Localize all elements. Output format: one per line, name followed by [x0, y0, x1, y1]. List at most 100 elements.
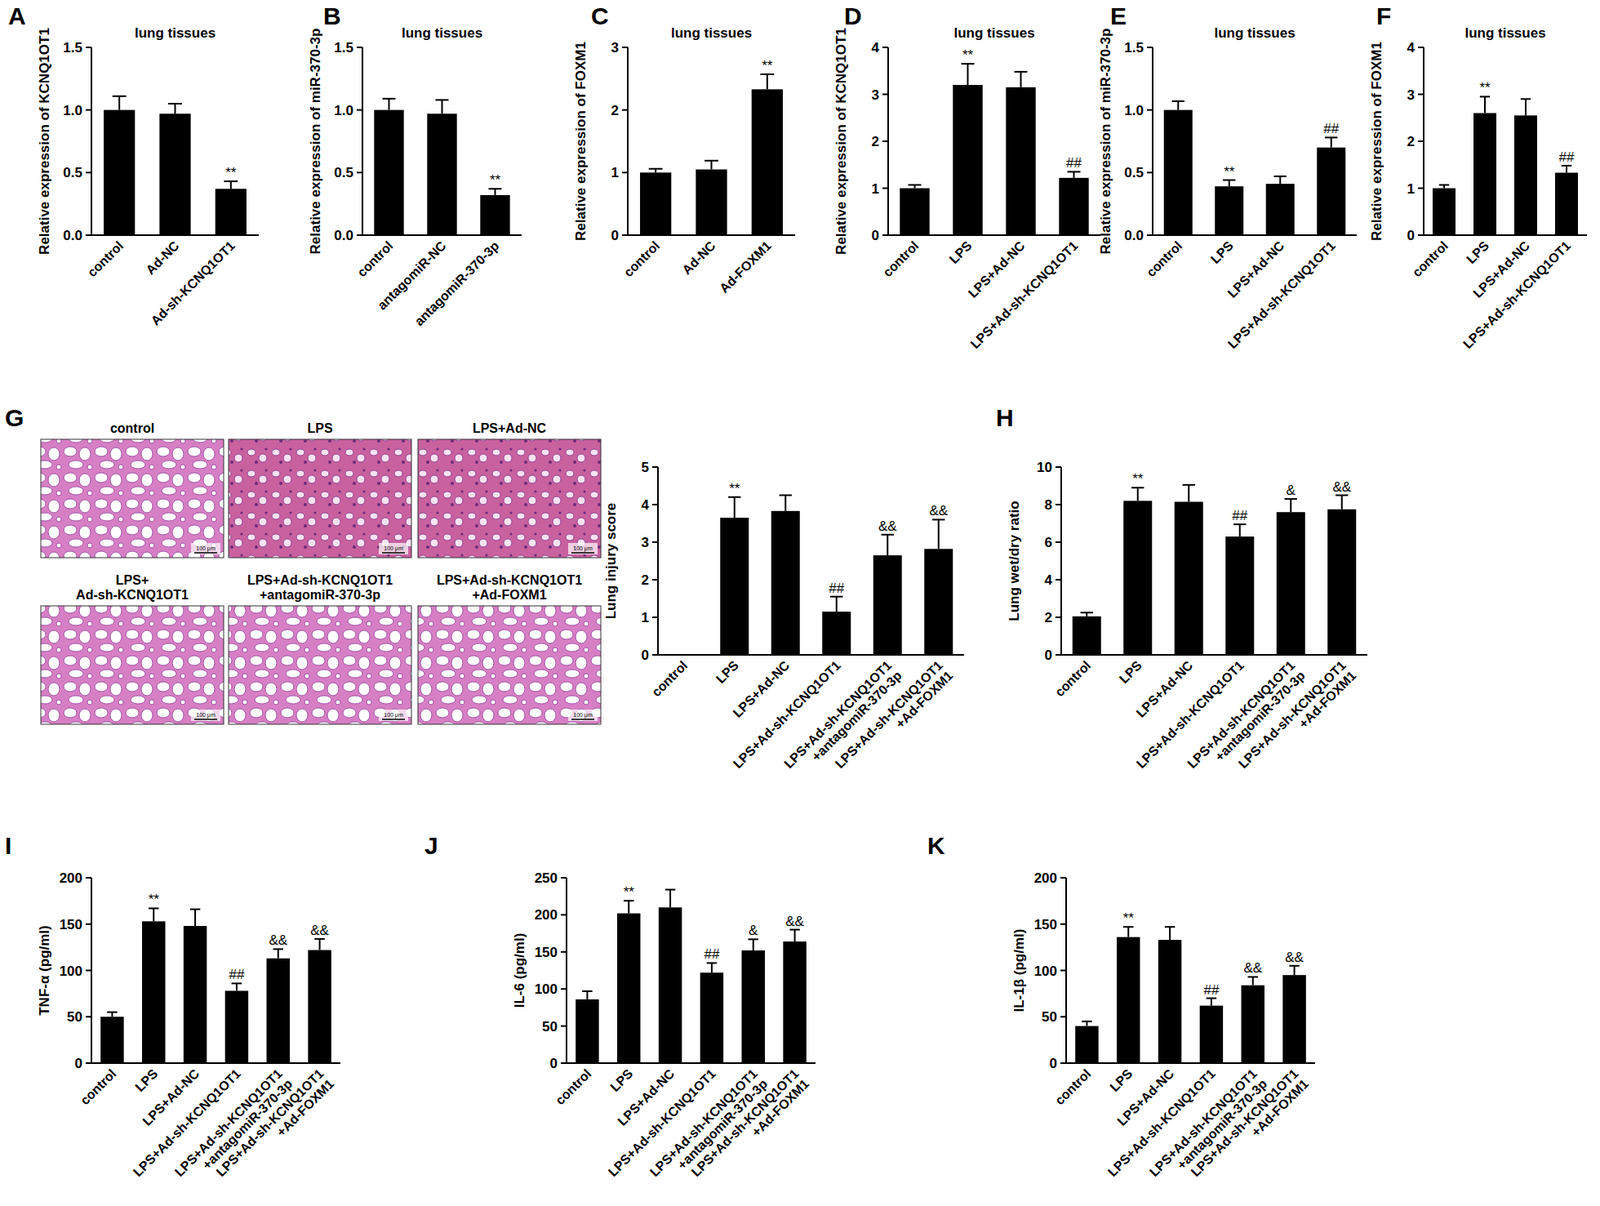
y-tick — [560, 876, 567, 879]
y-tick-label: 50 — [66, 1008, 83, 1025]
category-label: control — [1052, 657, 1094, 699]
panel-letter: J — [424, 831, 439, 859]
micrograph: 100 μm — [40, 605, 224, 725]
significance: && — [268, 932, 288, 948]
error-bar — [747, 938, 759, 951]
y-axis — [565, 877, 568, 1063]
error-bar — [881, 534, 894, 556]
error-cap — [1520, 97, 1531, 100]
error-cap — [706, 961, 718, 964]
error-line — [1137, 487, 1139, 501]
y-axis-label: Relative expression of FOXM1 — [1368, 41, 1385, 241]
category-label: LPS — [1106, 1066, 1135, 1094]
scale-bar-bg — [191, 542, 221, 555]
scale-bar-label: 100 μm — [195, 545, 216, 552]
panel-letter: A — [8, 2, 27, 30]
error-bar — [1013, 71, 1027, 88]
y-tick — [882, 234, 889, 236]
error-cap — [760, 73, 774, 76]
error-cap — [704, 160, 719, 162]
micrograph-image — [417, 605, 601, 725]
error-bar — [272, 948, 284, 958]
error-line — [766, 74, 769, 89]
micrograph-image — [228, 439, 412, 558]
marks — [373, 98, 510, 236]
y-tick — [652, 578, 658, 581]
bar — [1276, 511, 1306, 655]
y-tick — [85, 46, 92, 49]
significance: ## — [1559, 149, 1575, 165]
error-cap — [314, 937, 325, 940]
error-bar — [1274, 176, 1287, 184]
bar — [617, 913, 640, 1063]
micrograph-label: control — [110, 421, 155, 436]
error-cap — [1081, 1020, 1093, 1023]
panel-title: lung tissues — [401, 25, 483, 41]
error-bar — [1324, 137, 1338, 147]
y-tick-label: 100 — [534, 981, 558, 997]
bar — [822, 611, 851, 655]
error-line — [1187, 484, 1190, 503]
error-cap — [1274, 175, 1287, 178]
bar — [695, 169, 727, 236]
y-tick — [1417, 187, 1424, 190]
x-axis — [91, 234, 259, 236]
error-line — [319, 938, 321, 951]
y-tick-label: 4 — [1044, 572, 1054, 588]
scale-bar-bg — [378, 709, 409, 721]
error-line — [1020, 71, 1023, 88]
y-tick-label: 6 — [1044, 534, 1053, 551]
x-axis — [1061, 653, 1368, 656]
bar — [1316, 147, 1346, 236]
panel-f: Flung tissuescontrol**LPSLPS+Ad-NC##LPS+… — [1368, 2, 1587, 352]
category-label: LPS — [607, 1066, 636, 1094]
error-cap — [1284, 497, 1298, 500]
category-label: LPS — [946, 238, 975, 267]
bar — [100, 1016, 124, 1063]
error-cap — [728, 496, 741, 498]
bar — [1116, 937, 1140, 1063]
error-cap — [223, 180, 238, 183]
scale-bar — [194, 718, 218, 720]
y-tick-label: 0 — [550, 1055, 558, 1072]
bar — [1282, 974, 1306, 1063]
bar — [1473, 113, 1497, 236]
scale-bar-bg — [191, 709, 221, 721]
y-tick-label: 4 — [1407, 40, 1416, 56]
bar — [426, 113, 457, 236]
panel-e: Elung tissuescontrol**LPSLPS+Ad-NC##LPS+… — [1097, 2, 1357, 352]
error-cap — [488, 187, 502, 190]
error-cap — [1164, 925, 1176, 928]
scale-bar-bg — [378, 542, 409, 555]
error-bar — [665, 889, 676, 908]
error-bar — [1182, 484, 1196, 503]
error-bar — [728, 497, 741, 518]
error-cap — [881, 533, 894, 536]
y-tick — [85, 171, 92, 174]
category-label: LPS+Ad-sh-KCNQ1OT1+Ad-FOXM1 — [832, 657, 956, 782]
scale-bar-bg — [568, 542, 598, 555]
error-line — [441, 99, 444, 114]
bar — [1164, 110, 1193, 236]
y-tick-label: 50 — [1041, 1008, 1058, 1025]
panel-h: Hcontrol**LPSLPS+Ad-NC##LPS+Ad-sh-KCNQ1O… — [995, 404, 1368, 782]
significance: && — [310, 922, 329, 938]
error-bar — [779, 495, 792, 512]
category-label: LPS+Ad-sh-KCNQ1OT1+Ad-FOXM1 — [1188, 1066, 1312, 1190]
significance: & — [748, 922, 759, 938]
y-tick-label: 4 — [641, 497, 650, 513]
y-tick-label: 0.0 — [1124, 227, 1144, 244]
error-bar — [1172, 101, 1185, 111]
error-cap — [1247, 975, 1258, 978]
error-line — [1293, 965, 1296, 975]
y-tick — [1060, 923, 1067, 925]
y-tick-label: 3 — [871, 87, 880, 103]
error-bar — [382, 98, 396, 111]
scale-bar-bg — [568, 709, 598, 721]
y-tick-label: 0.0 — [333, 227, 354, 244]
y-tick-label: 1.0 — [62, 102, 83, 119]
panel-c: Clung tissuescontrolAd-NC**Ad-FOXM10123R… — [573, 2, 796, 296]
marks — [1164, 101, 1347, 236]
y-tick — [1055, 503, 1062, 506]
y-axis — [1060, 466, 1063, 655]
